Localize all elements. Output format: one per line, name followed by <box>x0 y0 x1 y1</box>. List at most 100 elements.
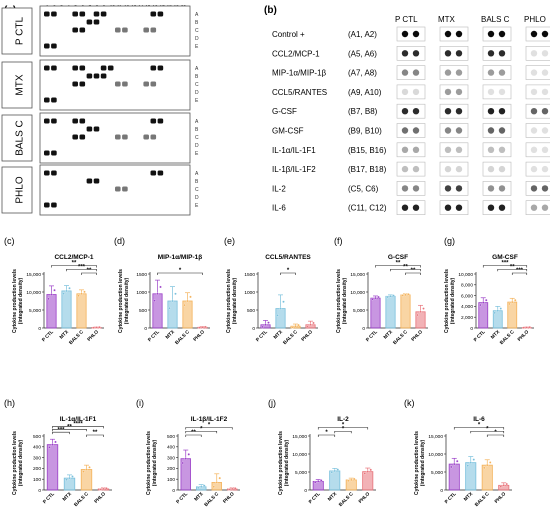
row-letter: A <box>195 119 199 125</box>
panel-label: (h) <box>4 398 15 408</box>
significance-label: * <box>478 423 481 429</box>
significance-label: * <box>342 426 345 432</box>
spot-cell <box>525 123 550 138</box>
panel-label: (c) <box>4 236 15 246</box>
spot-cell <box>439 26 469 42</box>
chart-c: (c) CCL2/MCP-1 Cytokine production levels(… <box>4 236 104 346</box>
spot-cell <box>439 84 469 100</box>
membrane-spot <box>122 134 128 140</box>
significance-label: * <box>342 423 345 429</box>
replicate-point <box>392 294 395 297</box>
replicate-point <box>472 458 475 461</box>
spot-dot <box>401 108 409 115</box>
y-tick-label: 6,000 <box>461 293 473 299</box>
spot-dot <box>541 88 549 96</box>
spot-dot <box>412 30 420 38</box>
membrane-spot <box>93 178 100 184</box>
replicate-point <box>65 478 68 481</box>
membrane-spot <box>143 81 149 87</box>
replicate-point <box>53 288 56 292</box>
spot-column-header: PHLO <box>524 15 546 24</box>
replicate-point <box>313 481 317 484</box>
spot-dot <box>455 185 463 192</box>
y-tick-label: 1500 <box>244 272 255 278</box>
membrane-spot <box>79 11 86 17</box>
y-axis-label-line: (integrated density) <box>152 439 158 486</box>
x-tick-label: BALS C <box>499 329 516 346</box>
bar <box>275 308 286 329</box>
replicate-point <box>484 298 488 302</box>
y-axis-label: Cytokine production levels(integrated de… <box>118 269 130 333</box>
replicate-point <box>233 487 237 490</box>
spot-dot <box>401 69 409 76</box>
spot-cell <box>396 161 426 177</box>
significance-bracket <box>52 431 70 435</box>
membrane-spot <box>44 118 50 124</box>
membrane-spot <box>115 134 121 140</box>
y-tick-label: 10,000 <box>292 452 307 458</box>
spot-dot <box>498 185 506 192</box>
membrane-spot <box>150 65 157 71</box>
y-tick-label: 5,000 <box>431 470 443 476</box>
spot-dot <box>444 204 452 211</box>
significance-label: ** <box>191 430 196 436</box>
spot-dot <box>541 165 549 173</box>
replicate-point <box>201 326 204 329</box>
y-tick-label: 500 <box>247 308 255 314</box>
cytokine-coords: (A7, A8) <box>348 69 377 78</box>
membrane-spot <box>79 118 86 124</box>
bar <box>76 293 87 329</box>
y-tick-label: 200 <box>167 466 175 472</box>
y-axis-label-line: Cytokine production levels <box>12 269 18 333</box>
spot-dot <box>444 165 452 173</box>
panel-label: (g) <box>444 236 455 246</box>
spot-dot <box>487 108 495 115</box>
replicate-point <box>309 323 312 327</box>
spot-dot <box>401 185 409 192</box>
significance-bracket <box>317 427 369 430</box>
bar <box>167 300 178 329</box>
y-tick-label: 1000 <box>244 290 255 296</box>
x-tick-label: MTX <box>62 491 74 503</box>
y-tick-label: 0 <box>440 488 443 494</box>
replicate-point <box>183 303 186 307</box>
row-letter: B <box>195 74 199 80</box>
spot-dot <box>498 146 506 153</box>
spot-dot <box>444 108 452 115</box>
membrane-label: MTX <box>15 74 26 95</box>
spot-column-header: P CTL <box>395 15 418 24</box>
replicate-point <box>452 462 456 466</box>
significance-bracket <box>86 434 104 437</box>
spot-dot <box>487 146 495 153</box>
x-tick-label: PHLO <box>222 491 236 505</box>
significance-label: * <box>486 426 489 432</box>
spot-dot <box>401 146 409 153</box>
membrane-spot <box>93 73 100 79</box>
replicate-point <box>99 488 102 491</box>
replicate-point <box>77 294 80 298</box>
spot-dot <box>498 69 506 76</box>
y-axis-label: Cytokine production levels(integrated de… <box>12 431 24 495</box>
chart-title: CCL5/RANTES <box>265 254 311 261</box>
y-tick-label: 0 <box>172 488 175 494</box>
membrane-spot <box>79 65 86 71</box>
replicate-point <box>404 293 407 297</box>
y-tick-label: 0 <box>252 326 255 332</box>
spot-dot <box>530 127 538 134</box>
spot-cell <box>482 181 512 196</box>
spot-dot <box>530 69 538 76</box>
y-axis-label: Cytokine production levels(integrated de… <box>336 269 348 333</box>
membrane-spot <box>93 126 100 132</box>
membrane-spot <box>93 19 100 25</box>
spot-dot <box>487 165 495 173</box>
spot-dot <box>412 108 420 115</box>
spot-dot <box>530 204 538 211</box>
x-tick-label: MTX <box>463 491 475 503</box>
cytokine-name: GM-CSF <box>272 127 304 136</box>
membrane-spot <box>51 11 57 17</box>
spot-dot <box>487 127 495 134</box>
membrane-spot <box>150 81 157 87</box>
membrane-spot <box>122 186 128 192</box>
chart-title: IL-6 <box>473 416 485 423</box>
row-letter: B <box>195 127 199 133</box>
